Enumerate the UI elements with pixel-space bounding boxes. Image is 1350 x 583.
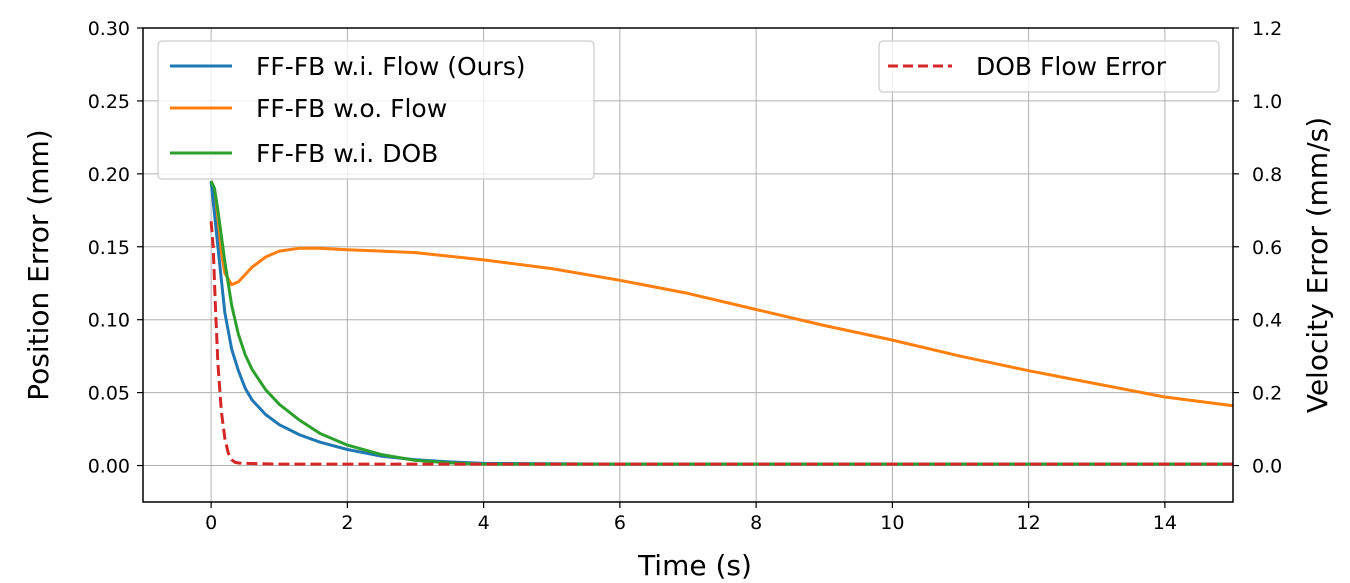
x-tick-label: 8 (750, 512, 762, 534)
plot-frame (142, 27, 1234, 503)
ticks: 0 2 4 6 8 10 12 14 0.00 0.05 0.10 0.15 0.20 0.25 0.30 0… (88, 18, 1283, 534)
series-lines (209, 180, 1234, 466)
y-tick-label-right: 1.2 (1252, 18, 1282, 40)
legend-label-dob-flow-error: DOB Flow Error (976, 52, 1167, 81)
series-line-ff-fb-w-o-flow (209, 180, 1234, 408)
y-tick-label-right: 0.6 (1252, 237, 1282, 259)
series-line-ff-fb-w-i-dob (209, 180, 1233, 466)
y-tick-label-left: 0.05 (88, 383, 130, 405)
y-tick-label-right: 0.2 (1252, 383, 1282, 405)
y-axis-title-left: Position Error (mm) (22, 129, 55, 400)
x-tick-label: 6 (614, 512, 626, 534)
y-tick-label-right: 0.8 (1252, 164, 1282, 186)
legend-label-wo-flow: FF-FB w.o. Flow (256, 94, 447, 123)
x-tick-label: 2 (341, 512, 353, 534)
y-tick-label-right: 0.0 (1252, 456, 1282, 478)
y-tick-label-right: 1.0 (1252, 91, 1282, 113)
y-tick-label-left: 0.10 (88, 310, 130, 332)
x-axis-title: Time (s) (637, 549, 752, 582)
y-tick-label-left: 0.15 (88, 237, 130, 259)
x-tick-label: 4 (478, 512, 490, 534)
x-tick-label: 0 (205, 512, 217, 534)
x-tick-label: 14 (1153, 512, 1177, 534)
x-tick-label: 10 (880, 512, 904, 534)
y-tick-label-left: 0.20 (88, 164, 130, 186)
y-tick-label-left: 0.00 (88, 456, 130, 478)
x-tick-label: 12 (1017, 512, 1041, 534)
legend-right: DOB Flow Error (878, 40, 1220, 93)
y-tick-label-right: 0.4 (1252, 310, 1282, 332)
series-line-dob-flow-error (209, 221, 1233, 466)
legend-label-ours: FF-FB w.i. Flow (Ours) (256, 52, 526, 81)
legend-left: FF-FB w.i. Flow (Ours) FF-FB w.o. Flow F… (157, 40, 595, 180)
legend-label-dob: FF-FB w.i. DOB (256, 139, 438, 168)
y-tick-label-left: 0.25 (88, 91, 130, 113)
legend-left-box (157, 40, 595, 180)
series-line-ff-fb-w-i-flow-ours (209, 180, 1233, 466)
legend-right-box (878, 40, 1220, 93)
y-axis-title-right: Velocity Error (mm/s) (1301, 117, 1334, 413)
y-tick-label-left: 0.30 (88, 18, 130, 40)
